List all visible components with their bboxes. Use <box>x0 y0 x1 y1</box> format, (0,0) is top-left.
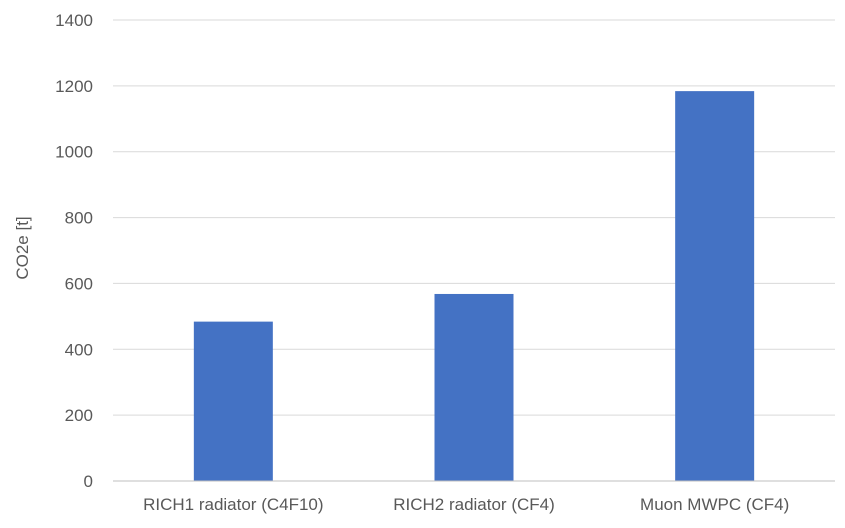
bar <box>675 91 755 481</box>
bar <box>434 293 514 481</box>
y-tick-label: 200 <box>65 406 93 425</box>
y-tick-label: 1200 <box>55 77 93 96</box>
bars <box>193 91 755 481</box>
y-tick-label: 1000 <box>55 143 93 162</box>
y-axis-title: CO2e [t] <box>13 216 32 279</box>
y-tick-label: 400 <box>65 340 93 359</box>
y-tick-label: 600 <box>65 274 93 293</box>
x-category-label: Muon MWPC (CF4) <box>640 495 789 514</box>
y-tick-label: 0 <box>84 472 93 491</box>
bar <box>193 321 273 481</box>
x-category-label: RICH1 radiator (C4F10) <box>143 495 323 514</box>
y-tick-label: 800 <box>65 209 93 228</box>
y-tick-label: 1400 <box>55 11 93 30</box>
x-category-label: RICH2 radiator (CF4) <box>393 495 555 514</box>
labels: CO2e [t] 0 200 400 600 800 1000 1200 1400 RICH1 … <box>13 11 789 514</box>
